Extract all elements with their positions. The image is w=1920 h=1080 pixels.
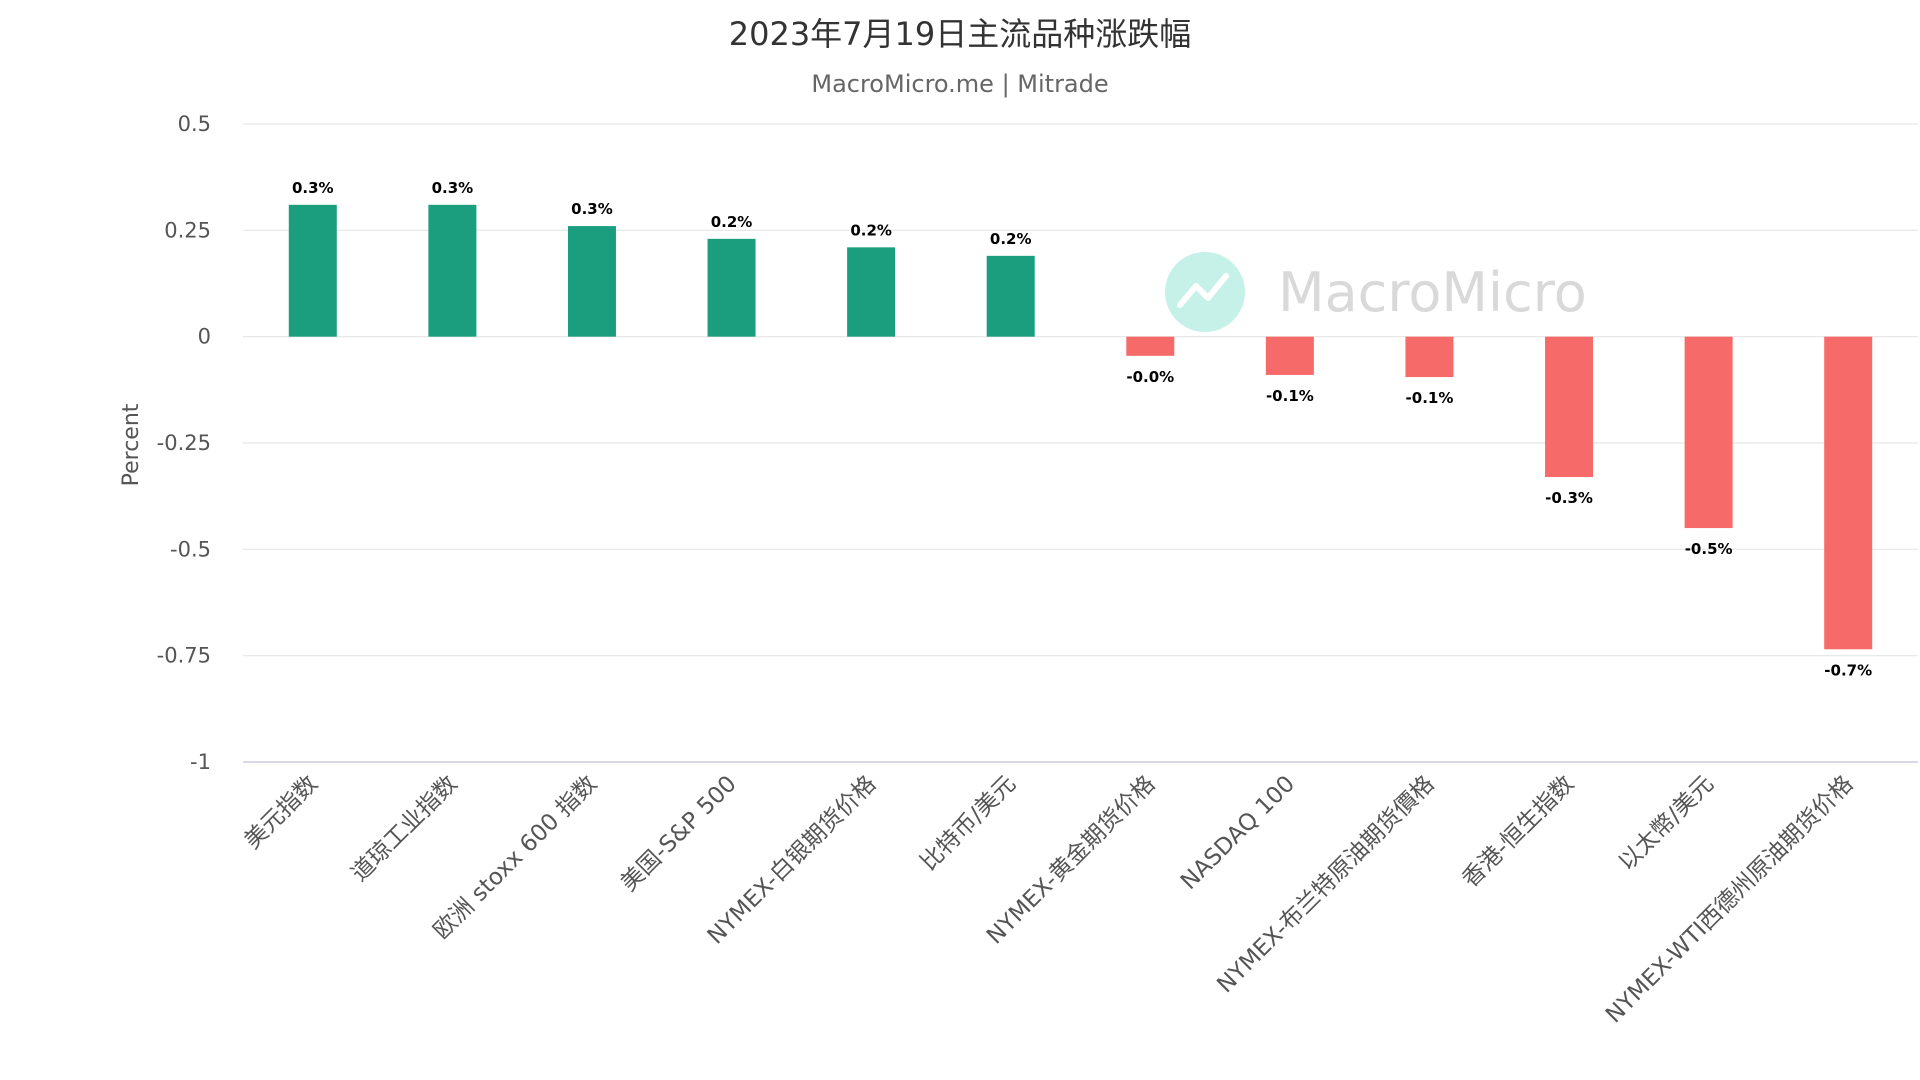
data-labels: 0.3% 0.3% 0.3% 0.2% 0.2% 0.2% -0.0% -0.1% -0.1% -… bbox=[292, 179, 1872, 679]
y-tick-label: 0.5 bbox=[178, 112, 211, 136]
data-label: -0.1% bbox=[1266, 387, 1314, 405]
data-label: -0.5% bbox=[1685, 540, 1733, 558]
bar[interactable] bbox=[428, 204, 477, 337]
y-tick-label: 0.25 bbox=[164, 218, 211, 242]
x-tick-label: NASDAQ 100 bbox=[1176, 771, 1300, 895]
bar[interactable] bbox=[1684, 336, 1733, 529]
data-label: 0.3% bbox=[571, 200, 613, 218]
data-label: -0.0% bbox=[1126, 368, 1174, 386]
data-label: 0.2% bbox=[850, 221, 892, 239]
x-tick-label: 以太幣/美元 bbox=[1614, 771, 1719, 876]
data-label: 0.3% bbox=[432, 179, 474, 197]
data-label: 0.2% bbox=[711, 213, 753, 231]
bar[interactable] bbox=[288, 204, 337, 337]
x-tick-label: 美国-S&P 500 bbox=[616, 771, 742, 897]
chart-subtitle: MacroMicro.me | Mitrade bbox=[811, 70, 1108, 98]
bar[interactable] bbox=[1545, 336, 1594, 478]
x-tick-label: 比特币/美元 bbox=[916, 771, 1021, 876]
y-axis-ticks: 0.5 0.25 0 -0.25 -0.5 -0.75 -1 bbox=[157, 112, 211, 774]
data-label: 0.3% bbox=[292, 179, 334, 197]
watermark-text: MacroMicro bbox=[1278, 261, 1587, 324]
y-tick-label: -0.75 bbox=[157, 644, 211, 668]
y-tick-label: -0.25 bbox=[157, 431, 211, 455]
x-tick-label: NYMEX-WTI西德州原油期货价格 bbox=[1601, 771, 1859, 1029]
bar[interactable] bbox=[1405, 336, 1454, 378]
data-label: -0.1% bbox=[1406, 389, 1454, 407]
y-tick-label: -1 bbox=[190, 750, 211, 774]
watermark-logo bbox=[1165, 252, 1245, 332]
bar[interactable] bbox=[567, 226, 616, 337]
y-tick-label: 0 bbox=[198, 325, 211, 349]
x-tick-label: 道琼工业指数 bbox=[347, 771, 463, 887]
x-tick-label: 香港-恒生指数 bbox=[1457, 771, 1579, 893]
y-tick-label: -0.5 bbox=[170, 537, 211, 561]
data-label: 0.2% bbox=[990, 230, 1032, 248]
data-label: -0.3% bbox=[1545, 489, 1593, 507]
data-label: -0.7% bbox=[1824, 661, 1872, 679]
grid-lines bbox=[243, 123, 1918, 763]
watermark-icon-line bbox=[1177, 273, 1229, 308]
bar[interactable] bbox=[986, 255, 1035, 337]
y-axis-label: Percent bbox=[119, 403, 144, 486]
bar[interactable] bbox=[847, 247, 896, 337]
bar[interactable] bbox=[707, 238, 756, 337]
x-tick-label: 美元指数 bbox=[240, 771, 323, 854]
bars bbox=[288, 204, 1873, 650]
chart-title: 2023年7月19日主流品种涨跌幅 bbox=[729, 15, 1192, 53]
bar[interactable] bbox=[1126, 336, 1175, 356]
watermark: MacroMicro bbox=[1165, 252, 1587, 332]
bar[interactable] bbox=[1824, 336, 1873, 650]
bar[interactable] bbox=[1265, 336, 1314, 375]
